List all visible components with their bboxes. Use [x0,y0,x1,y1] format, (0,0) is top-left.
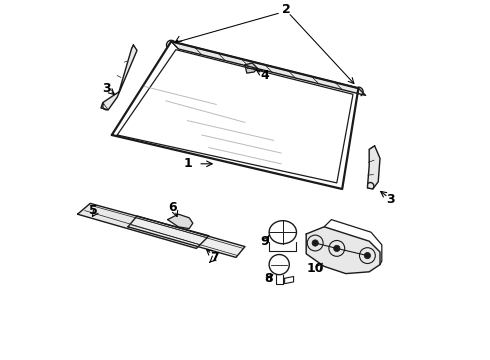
Text: 3: 3 [102,82,111,95]
Text: 4: 4 [260,69,269,82]
Text: 3: 3 [387,193,395,206]
Circle shape [312,240,318,246]
Polygon shape [168,214,193,229]
Text: 9: 9 [261,235,269,248]
Text: 5: 5 [90,204,98,217]
Text: 10: 10 [306,262,324,275]
Text: 2: 2 [282,3,291,15]
Circle shape [334,245,340,252]
Polygon shape [171,41,366,95]
Text: 7: 7 [210,251,219,264]
Circle shape [364,252,370,259]
Polygon shape [101,45,137,110]
Polygon shape [368,146,380,189]
Polygon shape [306,227,380,274]
Text: 6: 6 [169,201,177,213]
Polygon shape [245,63,258,73]
Polygon shape [77,203,209,248]
Text: 8: 8 [264,273,273,285]
Polygon shape [128,216,245,257]
Text: 1: 1 [184,157,193,170]
